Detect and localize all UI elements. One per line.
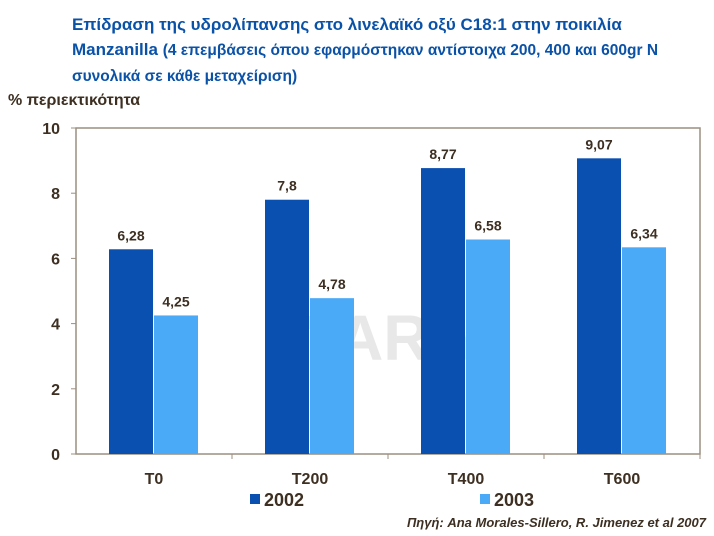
legend-label-2002: 2002 <box>264 490 304 510</box>
x-tick-label: T200 <box>292 471 329 488</box>
bar-2003-T0 <box>154 315 198 454</box>
data-label: 9,07 <box>585 136 612 152</box>
y-tick-label: 2 <box>51 382 60 399</box>
bar-2003-T400 <box>466 239 510 454</box>
bar-2003-T600 <box>622 247 666 454</box>
y-tick-label: 4 <box>51 317 60 334</box>
legend-swatch-2003 <box>480 494 490 504</box>
data-label: 6,28 <box>117 227 144 243</box>
legend-swatch-2002 <box>250 494 260 504</box>
bar-2002-T400 <box>421 168 465 454</box>
data-label: 8,77 <box>429 146 456 162</box>
y-tick-label: 8 <box>51 186 60 203</box>
data-label: 4,25 <box>162 293 189 309</box>
bar-2003-T200 <box>310 298 354 454</box>
data-label: 7,8 <box>277 178 297 194</box>
bar-2002-T600 <box>577 158 621 454</box>
title-main: Επίδραση της υδρολίπανσης στο λινελαϊκό … <box>72 15 622 59</box>
y-axis-label: % περιεκτικότητα <box>8 92 141 109</box>
source-citation: Πηγή: Ana Morales-Sillero, R. Jimenez et… <box>406 515 706 530</box>
legend-label-2003: 2003 <box>494 490 534 510</box>
chart-title: Επίδραση της υδρολίπανσης στο λινελαϊκό … <box>72 12 704 89</box>
x-tick-label: T0 <box>145 471 164 488</box>
data-label: 4,78 <box>318 276 345 292</box>
x-tick-label: T400 <box>448 471 485 488</box>
bar-2002-T200 <box>265 199 309 454</box>
bar-2002-T0 <box>109 249 153 454</box>
title-sub: (4 επεμβάσεις όπου εφαρμόστηκαν αντίστοι… <box>72 42 659 85</box>
y-tick-label: 10 <box>42 121 60 138</box>
data-label: 6,34 <box>630 225 657 241</box>
x-tick-label: T600 <box>604 471 641 488</box>
y-tick-label: 6 <box>51 251 60 268</box>
data-label: 6,58 <box>474 217 501 233</box>
y-tick-label: 0 <box>51 447 60 464</box>
